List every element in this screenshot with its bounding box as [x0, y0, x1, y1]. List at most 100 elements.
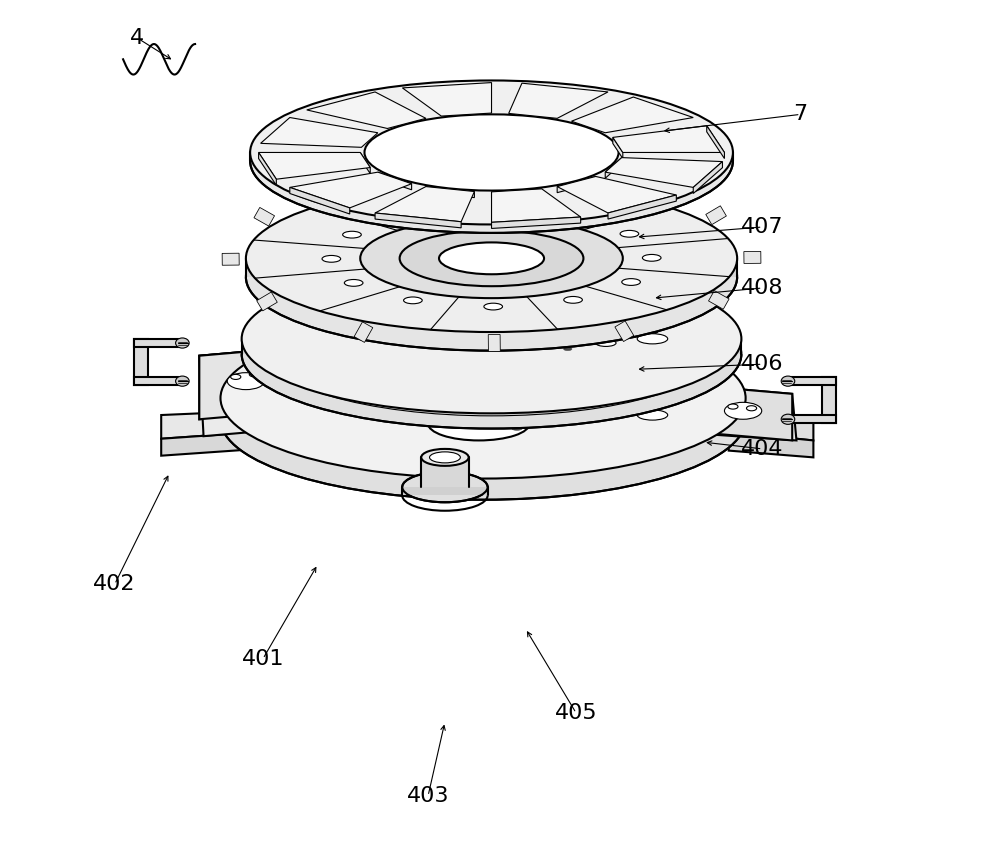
Ellipse shape [550, 317, 577, 325]
Text: 406: 406 [741, 354, 784, 374]
Polygon shape [707, 125, 724, 158]
Ellipse shape [637, 334, 668, 344]
Ellipse shape [344, 280, 363, 286]
Polygon shape [693, 162, 722, 193]
Ellipse shape [534, 344, 542, 347]
Ellipse shape [587, 384, 625, 396]
Ellipse shape [176, 376, 189, 386]
Ellipse shape [343, 231, 361, 238]
Polygon shape [233, 411, 746, 432]
Ellipse shape [400, 230, 583, 286]
Polygon shape [615, 321, 634, 341]
Polygon shape [307, 92, 426, 129]
Polygon shape [421, 457, 469, 487]
Polygon shape [706, 206, 726, 224]
Ellipse shape [380, 335, 400, 342]
Ellipse shape [486, 415, 497, 418]
Ellipse shape [642, 254, 661, 261]
Ellipse shape [464, 327, 485, 334]
Ellipse shape [406, 396, 425, 403]
Polygon shape [792, 377, 836, 385]
Text: 7: 7 [794, 104, 808, 125]
Polygon shape [134, 377, 178, 385]
Polygon shape [233, 394, 754, 411]
Text: 407: 407 [741, 217, 784, 237]
Ellipse shape [528, 301, 565, 313]
Ellipse shape [486, 425, 497, 429]
Ellipse shape [242, 280, 741, 429]
Polygon shape [254, 208, 275, 226]
Ellipse shape [421, 449, 469, 466]
Polygon shape [250, 152, 733, 161]
Text: 403: 403 [407, 786, 449, 806]
Polygon shape [613, 137, 623, 158]
Ellipse shape [428, 407, 530, 440]
Polygon shape [222, 253, 239, 265]
Polygon shape [375, 186, 474, 222]
Ellipse shape [176, 338, 189, 348]
Ellipse shape [508, 417, 518, 420]
Polygon shape [605, 158, 722, 187]
Ellipse shape [220, 318, 746, 479]
Polygon shape [608, 195, 676, 219]
Ellipse shape [606, 407, 631, 415]
Ellipse shape [404, 297, 422, 304]
Ellipse shape [482, 401, 501, 408]
Ellipse shape [580, 311, 624, 324]
Ellipse shape [746, 406, 757, 411]
Polygon shape [557, 176, 676, 213]
Polygon shape [290, 187, 350, 214]
Ellipse shape [250, 89, 733, 233]
Polygon shape [695, 385, 796, 440]
Ellipse shape [361, 398, 385, 407]
Polygon shape [709, 291, 729, 309]
Polygon shape [695, 385, 792, 440]
Ellipse shape [427, 412, 437, 415]
Polygon shape [199, 347, 297, 419]
Polygon shape [161, 411, 259, 439]
Polygon shape [242, 339, 741, 354]
Ellipse shape [565, 405, 587, 412]
Ellipse shape [621, 324, 658, 336]
Ellipse shape [246, 203, 737, 351]
Ellipse shape [324, 385, 354, 395]
Polygon shape [426, 186, 474, 197]
Polygon shape [402, 82, 492, 116]
Polygon shape [792, 415, 836, 424]
Ellipse shape [475, 339, 483, 342]
Ellipse shape [525, 403, 543, 410]
Text: 405: 405 [555, 703, 598, 723]
Polygon shape [483, 165, 495, 182]
Ellipse shape [392, 368, 422, 378]
Polygon shape [257, 292, 277, 311]
Polygon shape [729, 432, 813, 457]
Ellipse shape [409, 301, 447, 313]
Ellipse shape [455, 369, 503, 385]
Ellipse shape [529, 418, 539, 422]
Ellipse shape [341, 325, 371, 335]
Ellipse shape [436, 313, 463, 322]
Polygon shape [259, 152, 370, 180]
Ellipse shape [553, 335, 574, 341]
Polygon shape [492, 217, 581, 229]
Ellipse shape [445, 340, 453, 344]
Ellipse shape [724, 402, 762, 419]
Polygon shape [375, 213, 461, 228]
Ellipse shape [484, 303, 503, 310]
Ellipse shape [512, 427, 522, 430]
Ellipse shape [415, 343, 424, 346]
Text: 4: 4 [130, 28, 145, 48]
Ellipse shape [473, 296, 510, 308]
Ellipse shape [620, 393, 651, 403]
Polygon shape [261, 118, 378, 147]
Polygon shape [744, 252, 761, 263]
Ellipse shape [561, 213, 579, 219]
Polygon shape [613, 125, 724, 152]
Polygon shape [360, 152, 370, 174]
Ellipse shape [439, 242, 544, 274]
Polygon shape [509, 83, 608, 119]
Ellipse shape [246, 185, 737, 332]
Ellipse shape [461, 424, 471, 427]
Polygon shape [488, 335, 500, 352]
Ellipse shape [781, 414, 795, 424]
